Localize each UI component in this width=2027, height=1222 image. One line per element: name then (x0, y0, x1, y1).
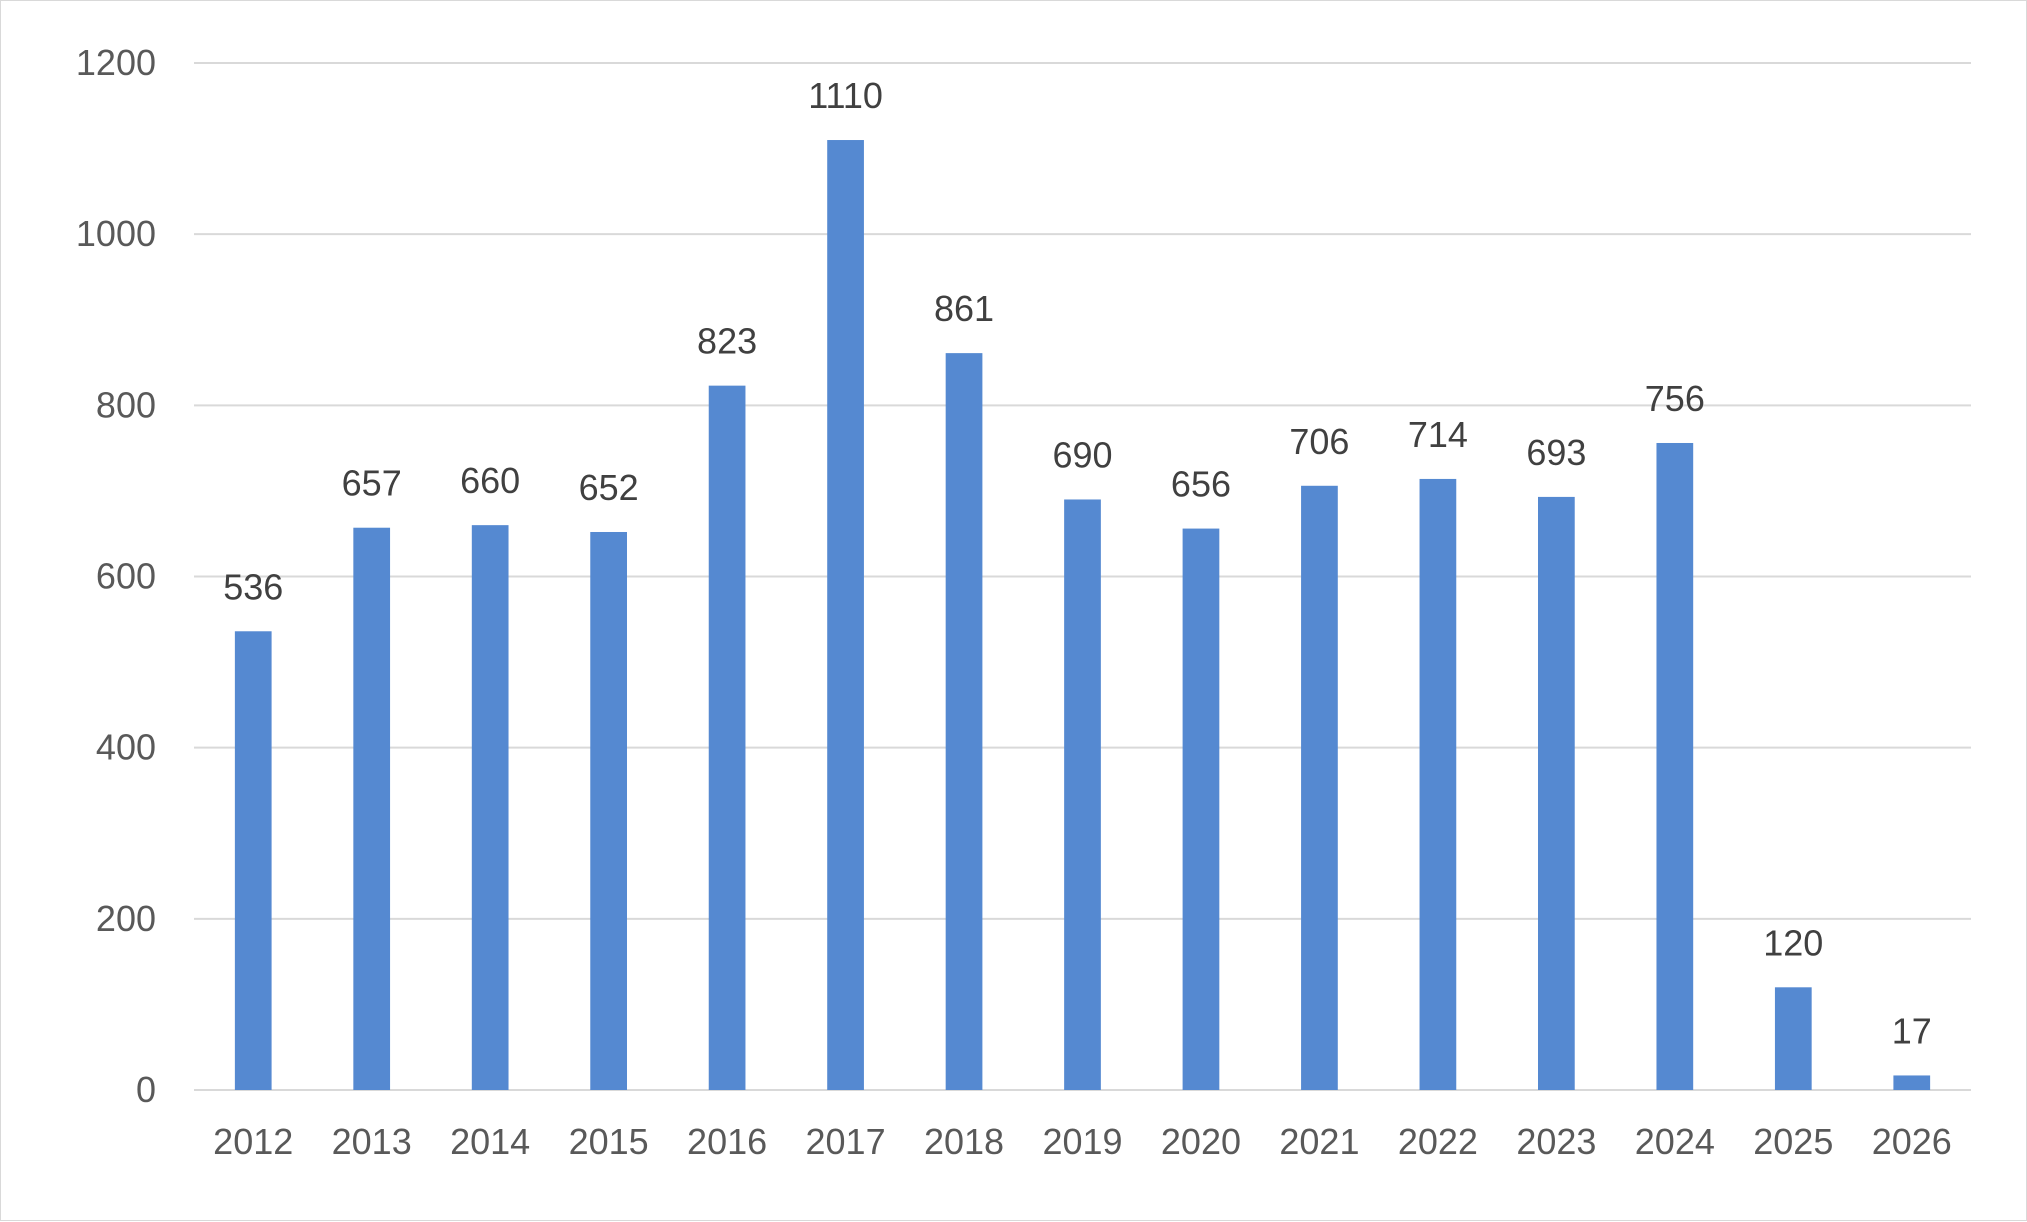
x-tick-label-2025: 2025 (1753, 1121, 1833, 1162)
data-label-2022: 714 (1408, 414, 1468, 455)
bar-2017 (827, 140, 864, 1090)
y-tick-label: 600 (96, 556, 156, 597)
bars (234, 140, 1931, 1091)
bar-2013 (353, 527, 391, 1090)
y-tick-label: 200 (96, 898, 156, 939)
x-tick-label-2016: 2016 (687, 1121, 767, 1162)
bar-2020 (1182, 528, 1220, 1090)
data-label-2013: 657 (342, 463, 402, 504)
x-tick-label-2017: 2017 (806, 1121, 886, 1162)
bar-2019 (1064, 499, 1101, 1091)
data-label-2017: 1110 (808, 75, 883, 116)
x-tick-label-2024: 2024 (1635, 1121, 1715, 1162)
x-tick-label-2021: 2021 (1279, 1121, 1359, 1162)
x-tick-label-2019: 2019 (1042, 1121, 1122, 1162)
data-label-2020: 656 (1171, 464, 1231, 505)
y-tick-label: 0 (136, 1069, 156, 1110)
bar-2025 (1774, 987, 1812, 1090)
data-label-2012: 536 (223, 566, 283, 607)
data-label-2019: 690 (1052, 434, 1112, 475)
bar-2012 (234, 631, 272, 1090)
bar-2022 (1419, 478, 1457, 1090)
data-labels: 536 657 660 652 823 1110 861 690 656 706 714 693 756… (223, 75, 1932, 1051)
data-label-2015: 652 (579, 467, 639, 508)
y-tick-label: 800 (96, 384, 156, 425)
bar-2024 (1656, 442, 1694, 1090)
y-tick-label: 1000 (76, 213, 156, 254)
y-axis-tick-labels: 0 200 400 600 800 1000 1200 (76, 42, 156, 1110)
x-tick-label-2014: 2014 (450, 1121, 530, 1162)
bar-2026 (1893, 1075, 1931, 1090)
y-tick-label: 400 (96, 727, 156, 768)
x-tick-label-2022: 2022 (1398, 1121, 1478, 1162)
x-tick-label-2020: 2020 (1161, 1121, 1241, 1162)
bar-2014 (471, 525, 509, 1090)
bar-2023 (1538, 496, 1575, 1091)
bar-2016 (708, 385, 746, 1090)
data-label-2021: 706 (1289, 421, 1349, 462)
bar-2021 (1301, 485, 1338, 1090)
x-tick-label-2018: 2018 (924, 1121, 1004, 1162)
data-label-2023: 693 (1526, 432, 1586, 473)
data-label-2014: 660 (460, 460, 520, 501)
data-label-2024: 756 (1645, 378, 1705, 419)
data-label-2026: 17 (1892, 1010, 1932, 1051)
data-label-2018: 861 (934, 288, 994, 329)
x-axis-tick-labels: 2012 2013 2014 2015 2016 2017 2018 2019 2020 2021… (213, 1121, 1952, 1162)
data-label-2025: 120 (1763, 922, 1823, 963)
bar-2015 (590, 531, 627, 1090)
x-tick-label-2013: 2013 (332, 1121, 412, 1162)
data-label-2016: 823 (697, 321, 757, 362)
x-tick-label-2015: 2015 (569, 1121, 649, 1162)
x-tick-label-2026: 2026 (1872, 1121, 1952, 1162)
y-tick-label: 1200 (76, 42, 156, 83)
x-tick-label-2012: 2012 (213, 1121, 293, 1162)
x-tick-label-2023: 2023 (1516, 1121, 1596, 1162)
bar-2018 (945, 353, 983, 1090)
